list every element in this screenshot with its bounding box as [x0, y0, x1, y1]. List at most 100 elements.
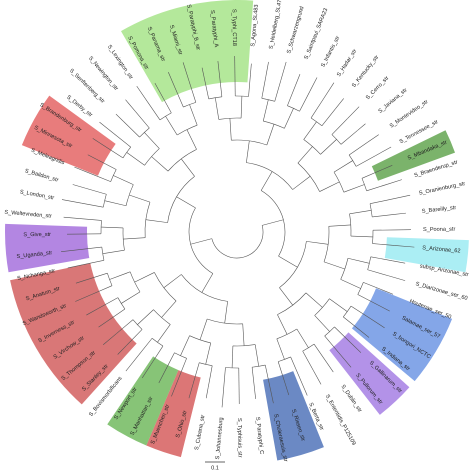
branch: [182, 62, 190, 82]
branch-arc: [144, 148, 160, 166]
clade-wedge: [121, 0, 254, 103]
branch: [363, 282, 384, 291]
branch: [343, 184, 365, 193]
branch: [74, 166, 91, 174]
leaf-label: S_Schwarzengrund: [286, 6, 305, 55]
clade-wedge: [263, 371, 324, 461]
clade-wedge: [351, 288, 453, 382]
branch: [254, 344, 260, 367]
leaf-label: S_Javiana_str: [378, 87, 409, 115]
branch: [82, 259, 105, 266]
branch: [129, 194, 151, 203]
branch: [382, 165, 393, 170]
branch: [98, 297, 119, 309]
branch: [261, 76, 267, 99]
branch: [205, 342, 212, 365]
branch: [321, 108, 336, 126]
branch-arc: [324, 326, 335, 337]
branch: [367, 269, 389, 277]
branch: [102, 333, 117, 346]
branch: [333, 160, 353, 173]
branch: [125, 355, 139, 372]
branch: [101, 226, 124, 229]
branch: [340, 129, 359, 145]
branch: [360, 330, 370, 338]
leaf-label: S_Hadar_str: [336, 48, 358, 78]
branch: [361, 169, 383, 179]
branch: [157, 324, 171, 343]
scale-label: 0.1: [211, 465, 219, 471]
branch: [104, 200, 127, 207]
branch: [217, 61, 220, 76]
branch: [303, 121, 317, 140]
leaf-label: S_Infantis_str: [320, 35, 341, 68]
branch: [123, 237, 146, 240]
clade-wedge: [329, 332, 410, 415]
branch: [199, 318, 208, 340]
branch-arc: [183, 102, 196, 108]
branch: [392, 260, 406, 264]
branch: [113, 175, 134, 185]
branch: [90, 173, 111, 182]
branch: [266, 124, 275, 146]
branch: [278, 255, 298, 268]
branch: [264, 364, 271, 387]
branch: [79, 218, 102, 221]
branch: [372, 214, 395, 218]
branch: [188, 81, 197, 103]
branch: [314, 315, 330, 332]
branch-arc: [208, 96, 222, 100]
branch: [394, 245, 415, 248]
branch: [134, 110, 150, 129]
branch: [334, 326, 351, 343]
branch: [125, 99, 136, 112]
leaf-label: S_Baildon_str: [24, 168, 59, 183]
branch: [87, 154, 97, 160]
branch: [355, 155, 376, 167]
branch-arc: [176, 124, 198, 136]
branch: [223, 367, 226, 390]
branch: [340, 279, 361, 289]
leaf-label: S_Paratyphi_A: [209, 10, 219, 48]
branch: [331, 118, 348, 135]
branch-arc: [218, 117, 242, 120]
branch: [102, 249, 125, 255]
branch-arc: [167, 176, 195, 223]
branch: [319, 181, 340, 192]
branch: [221, 389, 224, 408]
branch: [207, 365, 213, 388]
branches: [61, 56, 415, 408]
branch: [205, 387, 209, 399]
branch: [106, 308, 126, 322]
branch: [240, 96, 243, 119]
branch: [98, 321, 107, 328]
branch: [348, 142, 368, 156]
branch: [284, 108, 294, 129]
branch: [309, 77, 318, 92]
branch: [180, 335, 190, 356]
branch: [297, 146, 313, 164]
branch: [144, 132, 160, 149]
branch: [109, 271, 131, 280]
branch: [323, 261, 345, 270]
branch: [305, 292, 323, 308]
leaf-label: S_Montevideo_str: [389, 99, 430, 130]
branch: [163, 274, 182, 289]
branch-arc: [278, 356, 291, 362]
branch: [284, 382, 290, 396]
branch-arc: [122, 146, 131, 159]
leaf-label: S_Typhisuis_str: [236, 418, 243, 458]
branch: [347, 106, 360, 120]
branch-arc: [232, 344, 256, 347]
branch: [126, 329, 143, 346]
branch-arc: [310, 117, 323, 126]
branch: [254, 388, 256, 399]
branch: [154, 82, 161, 94]
branch-arc: [333, 171, 345, 193]
clade-wedge: [4, 223, 90, 273]
branch: [287, 85, 296, 106]
branch-arc: [367, 256, 372, 270]
branch: [292, 175, 311, 190]
branch: [349, 342, 362, 353]
